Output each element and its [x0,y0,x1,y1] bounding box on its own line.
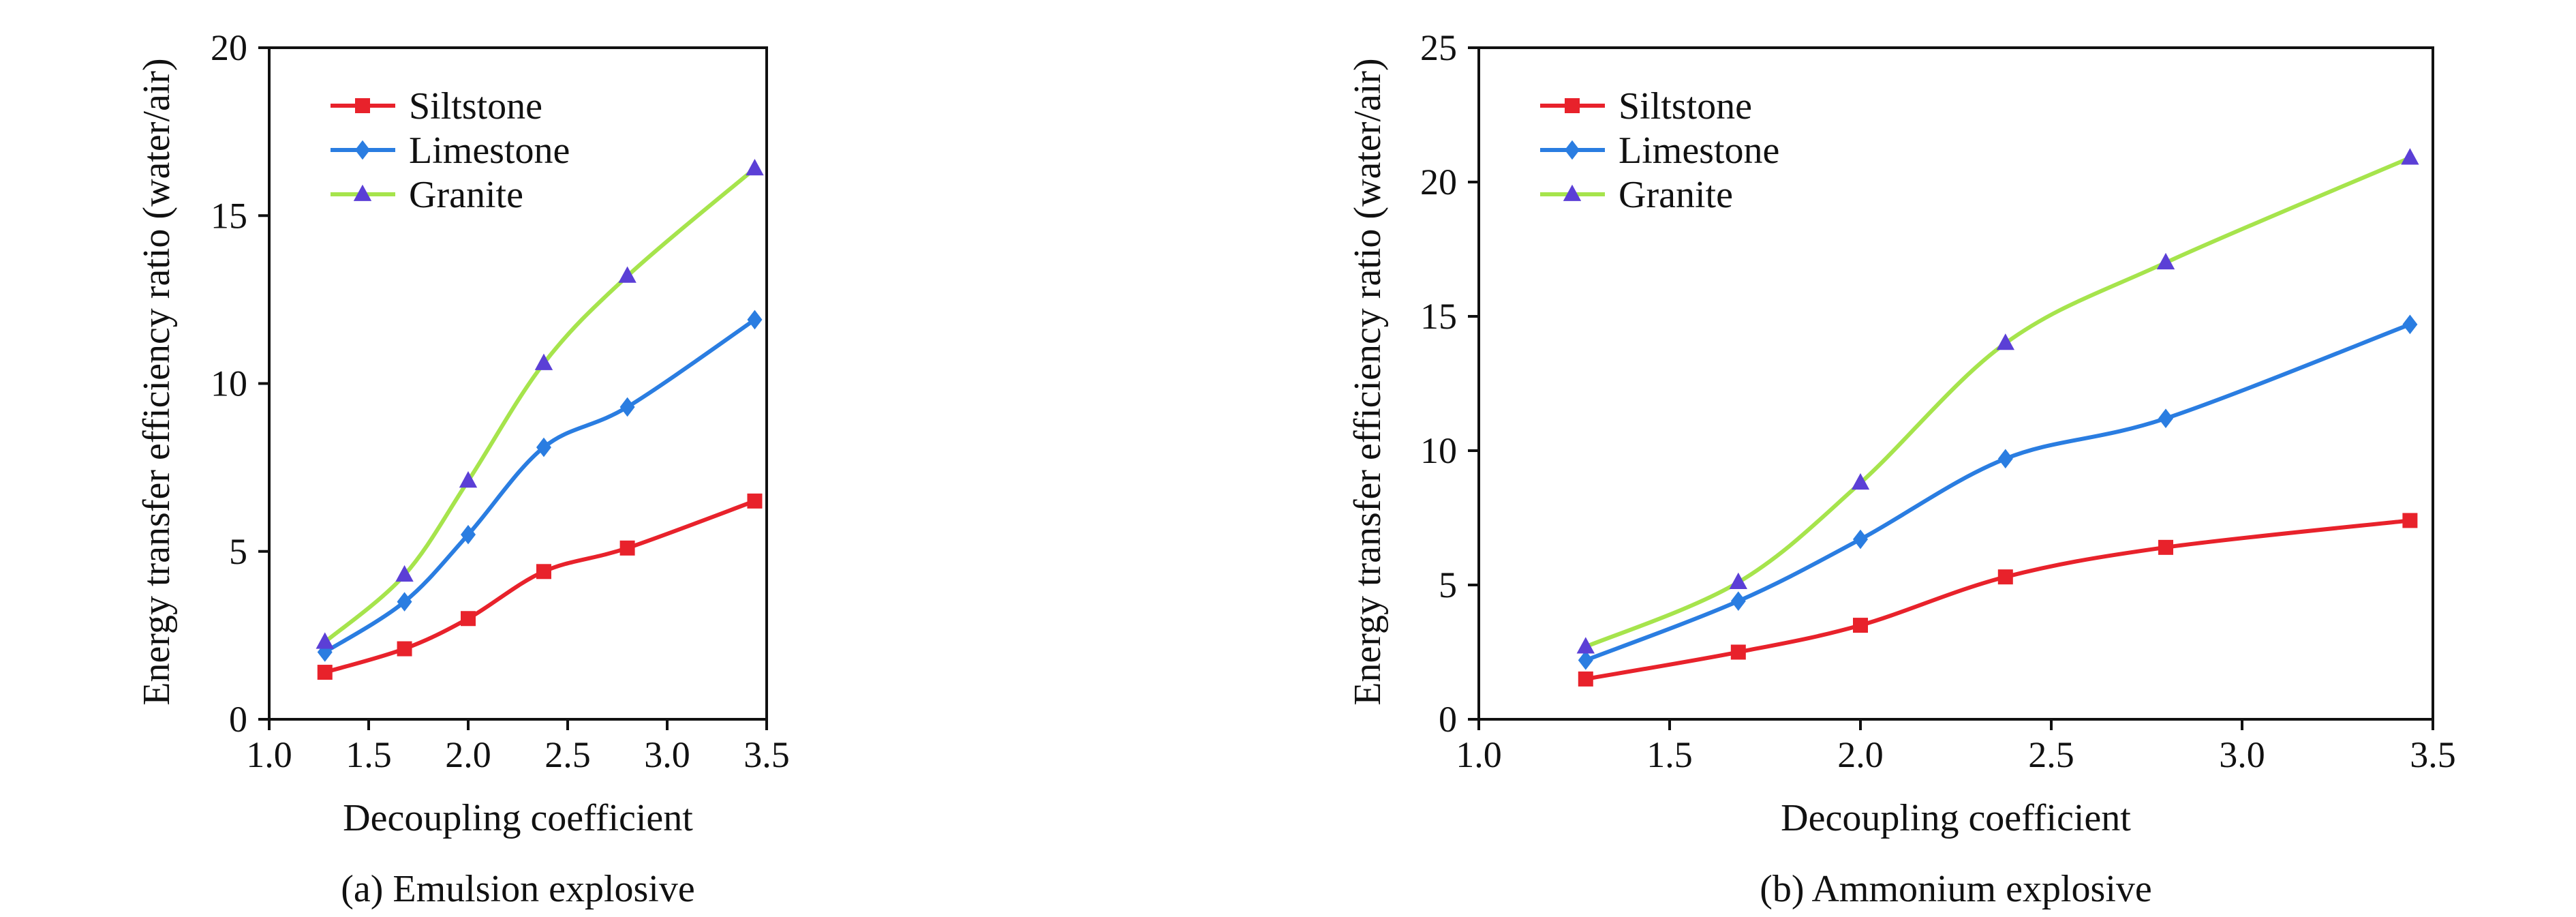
data-point-marker [461,524,476,545]
data-point-marker [317,665,333,680]
legend-label: Granite [409,174,523,216]
x-axis-label: Decoupling coefficient [1781,797,2131,839]
y-axis-label: Energy transfer efficiency ratio (water/… [136,58,178,705]
data-point-marker [2156,252,2175,270]
data-point-marker [1730,591,1746,611]
x-tick-label: 3.0 [2219,734,2265,775]
x-tick-label: 1.0 [246,734,292,775]
y-tick-label: 15 [1420,296,1457,337]
data-point-marker [316,632,334,649]
data-point-marker [1996,333,2014,350]
data-point-marker [1578,650,1593,670]
data-point-marker [397,641,412,657]
data-point-marker [2158,408,2173,429]
chart-panel-ammonium: Decoupling coefficient Energy transfer e… [1347,27,2456,910]
y-tick-label: 0 [1439,699,1457,740]
axis-ticks: 1.0 1.5 2.0 2.5 3.0 3.5 0 5 10 15 20 25 [1420,27,2456,775]
data-point-marker [1997,449,2013,469]
data-point-marker [2402,314,2418,335]
x-tick-label: 2.0 [445,734,491,775]
data-point-marker [1578,671,1593,687]
legend-label: Limestone [409,130,570,172]
data-point-marker [1851,472,1870,490]
x-tick-label: 1.5 [1646,734,1693,775]
data-point-marker [1565,140,1580,160]
series-line-siltstone [1585,518,2410,681]
data-point-marker [747,493,763,509]
y-tick-label: 0 [229,699,247,740]
data-point-marker [1565,98,1580,113]
data-point-marker [1997,569,2013,585]
data-point-marker [395,565,414,582]
data-point-marker [534,353,553,370]
series-layer [316,159,764,680]
plot-frame [1477,46,2434,721]
data-point-marker [746,159,764,176]
x-tick-label: 1.5 [346,734,392,775]
y-tick-label: 20 [1420,162,1457,202]
x-tick-label: 2.0 [1837,734,1884,775]
data-point-marker [459,471,478,488]
x-tick-label: 3.0 [644,734,690,775]
axis-ticks: 1.0 1.5 2.0 2.5 3.0 3.5 0 5 10 15 20 [211,27,790,775]
panel-caption: (b) Ammonium explosive [1760,868,2152,910]
data-point-marker [1853,618,1868,633]
data-point-marker [355,140,370,160]
legend-label: Granite [1619,174,1733,216]
data-point-marker [397,592,412,612]
data-point-marker [747,310,763,330]
y-tick-label: 20 [211,27,247,68]
data-point-marker [2401,148,2419,165]
x-tick-label: 1.0 [1456,734,1502,775]
data-point-marker [461,611,476,627]
legend-label: Siltstone [1619,85,1752,127]
data-point-marker [317,642,333,662]
y-tick-label: 10 [211,363,247,404]
data-point-marker [2402,513,2418,528]
data-point-marker [619,397,635,417]
x-tick-label: 3.5 [743,734,790,775]
series-line-granite [1584,155,2411,649]
data-point-marker [619,540,635,556]
data-point-marker [353,184,372,201]
data-point-marker [1853,529,1868,550]
legend-label: Siltstone [409,85,542,127]
data-point-marker [618,266,637,283]
y-tick-label: 15 [211,195,247,236]
data-point-marker [1730,644,1746,660]
series-line-limestone [1584,322,2411,663]
chart-panel-emulsion: Decoupling coefficient Energy transfer e… [136,27,790,910]
x-tick-label: 2.5 [2028,734,2074,775]
y-tick-label: 10 [1420,430,1457,471]
data-point-marker [355,98,370,113]
x-axis-label: Decoupling coefficient [343,797,693,839]
y-tick-label: 5 [229,531,247,572]
data-point-marker [2158,539,2173,555]
data-point-marker [1729,572,1747,589]
legend-label: Limestone [1619,130,1779,172]
series-layer [1576,148,2419,687]
panel-caption: (a) Emulsion explosive [341,868,694,910]
y-tick-label: 25 [1420,27,1457,68]
y-axis-label: Energy transfer efficiency ratio (water/… [1347,58,1389,705]
x-tick-label: 3.5 [2410,734,2456,775]
data-point-marker [1576,637,1595,654]
y-tick-label: 5 [1439,565,1457,605]
data-point-marker [536,437,551,457]
data-point-marker [536,564,551,580]
data-point-marker [1563,184,1582,201]
x-tick-label: 2.5 [545,734,591,775]
series-line-siltstone [324,499,756,674]
